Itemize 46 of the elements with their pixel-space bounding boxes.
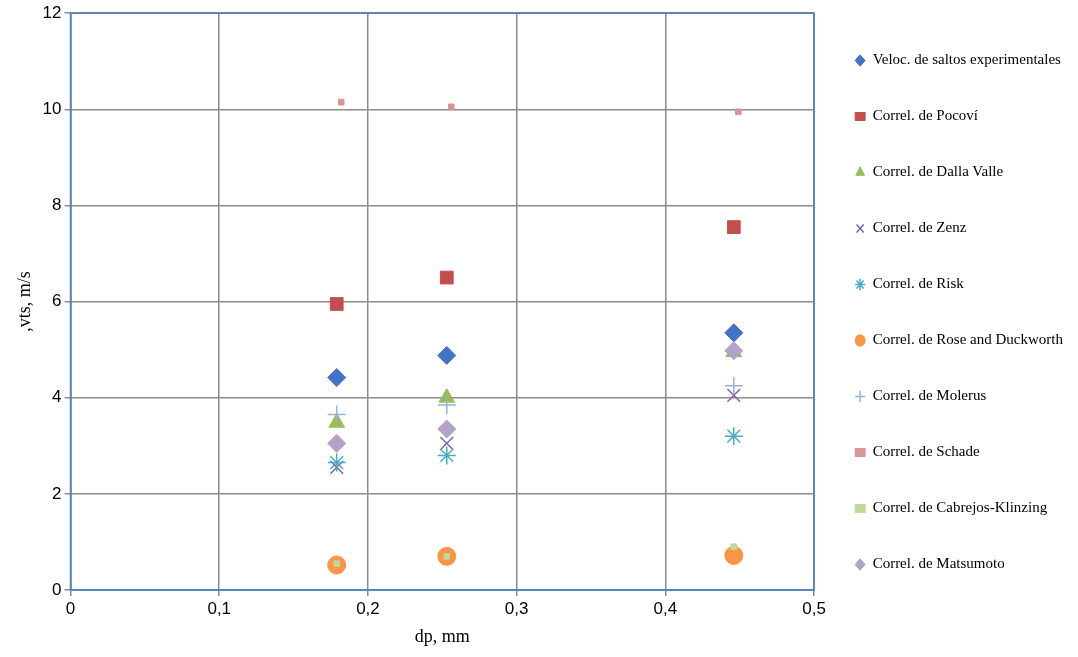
legend-label: Correl. de Schade: [872, 443, 981, 460]
point: [437, 395, 457, 415]
point: [447, 103, 455, 111]
y-tick-label: 2: [52, 483, 62, 503]
point: [726, 388, 741, 403]
y-tick-label: 0: [52, 579, 62, 599]
legend-label: Correl. de Zenz: [872, 219, 967, 236]
point: [724, 323, 744, 343]
legend-label: Correl. de Rose and Duckworth: [872, 331, 1064, 348]
legend-label: Veloc. de saltos experimentales: [872, 51, 1062, 68]
point: [439, 270, 454, 285]
y-tick-label: 6: [52, 291, 62, 311]
x-tick-label: 0,3: [504, 598, 529, 618]
point: [337, 98, 345, 106]
point: [726, 220, 741, 234]
point: [437, 345, 457, 365]
x-axis-title: dp, mm: [414, 625, 470, 646]
point: [439, 436, 454, 451]
legend-label: Correl. de Dalla Valle: [872, 163, 1004, 180]
y-axis-title: ,vts, m/s: [13, 271, 34, 332]
legend-label: Correl. de Risk: [872, 275, 965, 292]
point: [724, 426, 744, 446]
x-tick-label: 0,5: [802, 598, 826, 618]
x-tick-label: 0,4: [653, 598, 678, 618]
point: [326, 452, 347, 473]
point: [437, 445, 457, 466]
y-tick-label: 12: [42, 2, 62, 22]
legend-label: Correl. de Matsumoto: [872, 555, 1005, 572]
point: [329, 460, 344, 475]
point: [326, 404, 347, 425]
y-tick-label: 8: [52, 195, 62, 215]
y-tick-label: 4: [52, 387, 62, 407]
point: [730, 543, 738, 551]
x-tick-label: 0,1: [207, 598, 232, 618]
y-tick-label: 10: [42, 99, 62, 119]
x-tick-label: 0,2: [356, 598, 380, 618]
point: [327, 433, 347, 453]
point: [327, 368, 347, 388]
legend-label: Correl. de Molerus: [872, 387, 987, 404]
point: [724, 375, 744, 396]
point: [734, 108, 742, 116]
point: [329, 297, 344, 311]
x-tick-label: 0: [65, 598, 76, 618]
point: [437, 419, 457, 439]
legend-label: Correl. de Pocoví: [872, 107, 979, 124]
legend-label: Correl. de Cabrejos-Klinzing: [872, 499, 1048, 516]
